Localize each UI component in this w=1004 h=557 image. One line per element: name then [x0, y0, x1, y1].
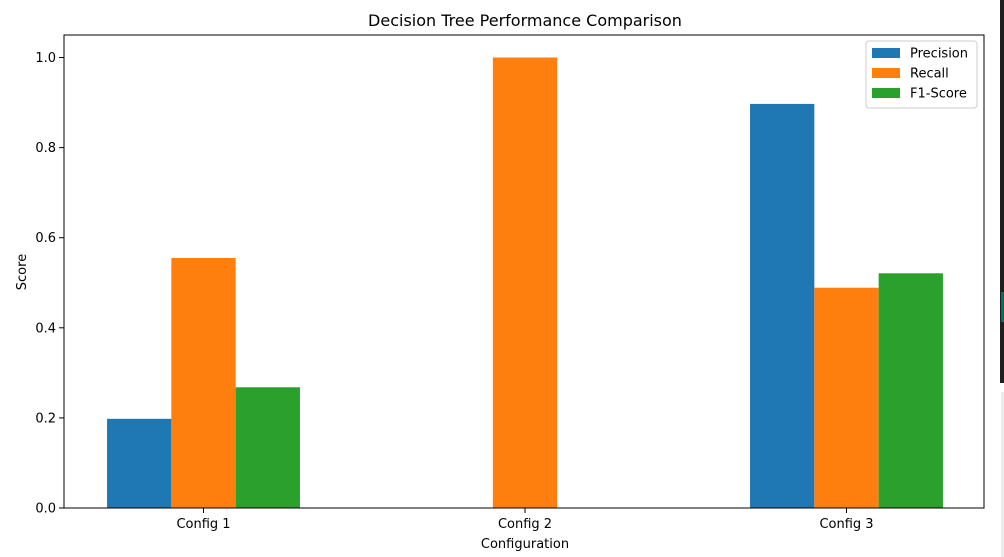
background-window-edge-lower [1001, 392, 1004, 557]
legend-label-precision: Precision [910, 47, 968, 62]
bar-recall-config-1 [171, 257, 236, 508]
x-tick-label: Config 1 [176, 517, 230, 532]
x-axis: Config 1 Config 2 Config 3 [176, 508, 874, 532]
legend-label-f1-score: F1-Score [910, 87, 967, 102]
plot-area-frame [63, 34, 985, 509]
y-axis-label: Score [15, 254, 30, 290]
y-tick-label: 1.0 [35, 51, 56, 66]
bar-recall-config-3 [814, 287, 879, 508]
y-tick-label: 0.8 [35, 141, 56, 156]
bar-f1-score-config-3 [878, 273, 943, 508]
y-axis: 0.0 0.2 0.4 0.6 0.8 1.0 [35, 51, 64, 517]
bar-precision-config-3 [750, 103, 815, 509]
legend-swatch-recall [872, 68, 900, 78]
bars-group [107, 57, 943, 509]
y-tick-label: 0.0 [35, 502, 56, 517]
y-tick-label: 0.6 [35, 231, 56, 246]
x-axis-label: Configuration [481, 537, 569, 552]
legend: Precision Recall F1-Score [865, 40, 978, 109]
background-window-edge [1000, 0, 1004, 383]
background-window-accent [1001, 292, 1004, 322]
legend-swatch-precision [872, 48, 900, 58]
legend-swatch-f1-score [872, 88, 900, 98]
bar-recall-config-2 [492, 57, 558, 509]
y-tick-label: 0.2 [35, 411, 56, 426]
bar-precision-config-1 [107, 418, 172, 508]
x-tick-label: Config 3 [819, 517, 873, 532]
legend-label-recall: Recall [910, 67, 949, 82]
chart-title: Decision Tree Performance Comparison [368, 11, 682, 30]
x-tick-label: Config 2 [498, 517, 552, 532]
y-tick-label: 0.4 [35, 321, 56, 336]
bar-f1-score-config-1 [235, 387, 300, 508]
